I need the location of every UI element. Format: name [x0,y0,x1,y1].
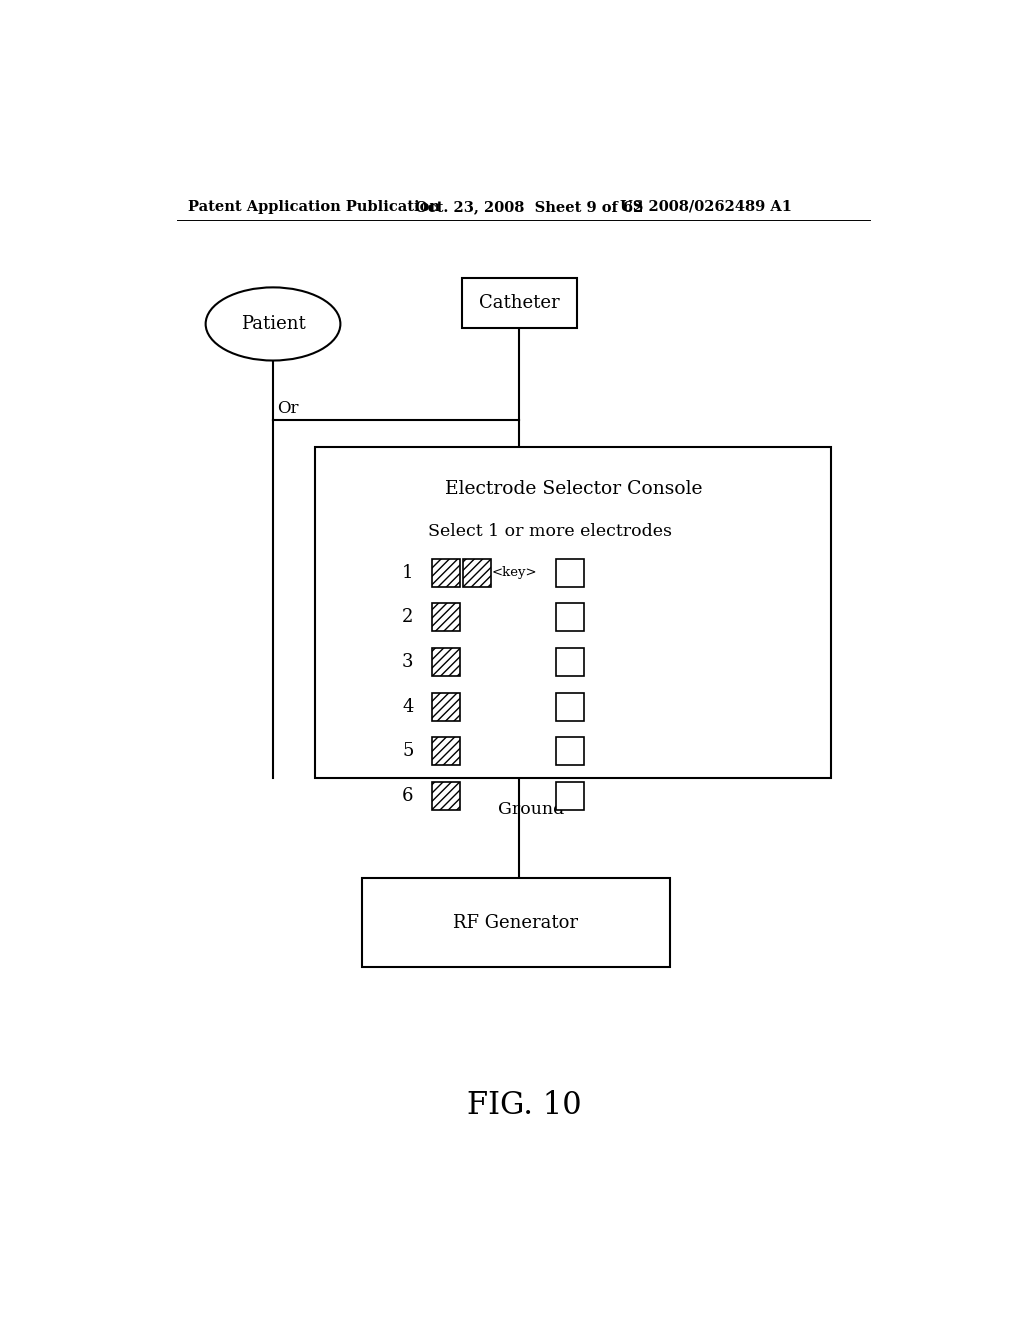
Text: FIG. 10: FIG. 10 [468,1090,582,1121]
Bar [432,558,460,586]
Text: Patent Application Publication: Patent Application Publication [188,199,440,214]
Text: 2: 2 [402,609,414,626]
Text: Select 1 or more electrodes: Select 1 or more electrodes [428,523,672,540]
Text: 6: 6 [402,787,414,805]
Ellipse shape [206,288,340,360]
Bar [361,878,670,966]
Bar [556,781,584,810]
Bar [432,648,460,676]
Text: US 2008/0262489 A1: US 2008/0262489 A1 [620,199,792,214]
Bar [463,558,490,586]
Bar [315,447,831,779]
Text: Electrode Selector Console: Electrode Selector Console [444,480,702,499]
Bar [462,277,578,327]
Bar [432,603,460,631]
Text: Catheter: Catheter [479,294,560,312]
Bar [556,558,584,586]
Bar [556,738,584,766]
Text: 5: 5 [402,742,414,760]
Text: RF Generator: RF Generator [453,913,579,932]
Text: <key>: <key> [492,566,538,579]
Text: 4: 4 [402,698,414,715]
Text: Ground: Ground [498,800,564,817]
Text: 3: 3 [402,653,414,671]
Bar [556,648,584,676]
Text: Patient: Patient [241,315,305,333]
Text: 1: 1 [402,564,414,582]
Bar [556,603,584,631]
Bar [432,781,460,810]
Bar [556,693,584,721]
Bar [432,738,460,766]
Text: Oct. 23, 2008  Sheet 9 of 62: Oct. 23, 2008 Sheet 9 of 62 [416,199,644,214]
Bar [432,693,460,721]
Text: Or: Or [276,400,298,417]
